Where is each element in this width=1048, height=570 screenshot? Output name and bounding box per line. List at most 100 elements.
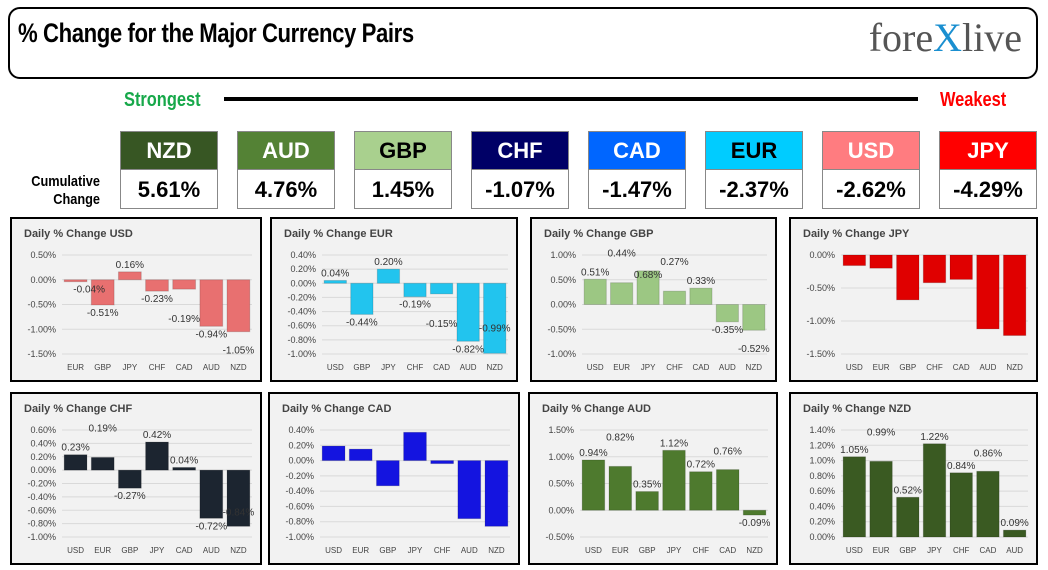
bar-usd bbox=[583, 278, 607, 306]
y-tick-label: -0.50% bbox=[27, 300, 56, 310]
x-tick-label: CAD bbox=[719, 546, 736, 555]
y-tick-label: 0.20% bbox=[809, 517, 835, 527]
bar-jpy bbox=[403, 431, 427, 462]
x-tick-label: USD bbox=[585, 546, 602, 555]
y-tick-label: 0.00% bbox=[550, 300, 576, 310]
y-tick-label: 0.60% bbox=[30, 425, 56, 435]
y-tick-label: -0.80% bbox=[27, 519, 56, 529]
strength-scale-line bbox=[224, 97, 918, 101]
y-tick-label: 0.20% bbox=[290, 264, 316, 274]
data-label: -0.09% bbox=[739, 518, 771, 529]
data-label: -0.35% bbox=[712, 325, 744, 336]
data-label: -1.05% bbox=[223, 346, 255, 357]
x-tick-label: NZD bbox=[486, 363, 503, 372]
x-tick-label: GBP bbox=[899, 363, 916, 372]
x-tick-label: EUR bbox=[352, 546, 369, 555]
bar-eur bbox=[90, 456, 115, 471]
x-tick-label: EUR bbox=[94, 546, 111, 555]
y-tick-label: 0.40% bbox=[30, 438, 56, 448]
data-label: -0.19% bbox=[399, 300, 431, 311]
x-tick-label: CHF bbox=[666, 363, 683, 372]
x-tick-label: AUD bbox=[461, 546, 478, 555]
bar-chf bbox=[145, 279, 169, 292]
y-tick-label: 0.50% bbox=[548, 479, 574, 489]
bar-usd bbox=[63, 454, 88, 471]
bar-cad bbox=[715, 469, 740, 511]
bar-eur bbox=[869, 460, 893, 538]
bar-usd bbox=[842, 254, 867, 267]
y-tick-label: -1.50% bbox=[806, 349, 835, 359]
x-tick-label: JPY bbox=[381, 363, 396, 372]
x-tick-label: CAD bbox=[692, 363, 709, 372]
bar-chf bbox=[922, 254, 947, 284]
data-label: 0.19% bbox=[89, 423, 117, 434]
x-tick-label: EUR bbox=[612, 546, 629, 555]
bar-chf bbox=[430, 460, 455, 465]
x-tick-label: EUR bbox=[613, 363, 630, 372]
y-tick-label: -0.20% bbox=[285, 471, 314, 481]
bar-aud bbox=[976, 254, 1000, 330]
currency-box-eur: EUR -2.37% bbox=[705, 131, 803, 209]
data-label: -0.51% bbox=[87, 308, 119, 319]
y-tick-label: 0.00% bbox=[30, 465, 56, 475]
bar-nzd bbox=[226, 279, 251, 333]
bar-cad bbox=[976, 470, 1000, 538]
cumulative-value: 5.61% bbox=[137, 177, 201, 202]
currency-box-aud: AUD 4.76% bbox=[237, 131, 335, 209]
chart-title: Daily % Change AUD bbox=[542, 403, 651, 415]
data-label: -0.04% bbox=[73, 285, 105, 296]
header-box bbox=[8, 7, 1038, 79]
cumulative-label-line2: Change bbox=[53, 191, 100, 208]
bar-nzd bbox=[484, 460, 509, 527]
x-tick-label: CAD bbox=[176, 546, 193, 555]
bar-gbp bbox=[635, 491, 659, 511]
x-tick-label: USD bbox=[846, 546, 863, 555]
y-tick-label: -1.00% bbox=[285, 532, 314, 542]
chart-jpy: Daily % Change JPY 0.00% -0.50% -1.00% -1.50… bbox=[789, 217, 1038, 382]
x-tick-label: GBP bbox=[121, 546, 138, 555]
x-tick-label: CHF bbox=[693, 546, 710, 555]
chart-title: Daily % Change USD bbox=[24, 228, 133, 240]
bar-usd bbox=[842, 456, 867, 538]
bar-gbp bbox=[896, 496, 920, 538]
currency-box-jpy: JPY -4.29% bbox=[939, 131, 1037, 209]
x-tick-label: JPY bbox=[123, 363, 138, 372]
y-tick-label: 0.00% bbox=[548, 505, 574, 515]
page-title: % Change for the Major Currency Pairs bbox=[18, 18, 414, 48]
chart-title: Daily % Change CHF bbox=[24, 403, 132, 415]
data-label: 0.99% bbox=[867, 427, 895, 438]
chart-usd: Daily % Change USD 0.50% 0.00% -0.50% -1.00%… bbox=[10, 217, 262, 382]
y-tick-label: 0.50% bbox=[550, 275, 576, 285]
y-tick-label: 0.40% bbox=[290, 250, 316, 260]
currency-code: CHF bbox=[472, 132, 568, 170]
bar-eur bbox=[348, 448, 373, 462]
data-label: -0.99% bbox=[479, 323, 511, 334]
bar-usd bbox=[321, 445, 346, 462]
x-tick-label: CAD bbox=[176, 363, 193, 372]
data-label: 0.72% bbox=[687, 460, 715, 471]
y-tick-label: -0.50% bbox=[806, 283, 835, 293]
data-label: -0.94% bbox=[195, 329, 227, 340]
bar-gbp bbox=[350, 282, 374, 315]
chart-gbp: Daily % Change GBP 1.00% 0.50% 0.00% -0.50% -… bbox=[530, 217, 777, 382]
y-tick-label: 0.40% bbox=[809, 501, 835, 511]
bar-chf bbox=[662, 290, 687, 306]
data-label: -0.19% bbox=[168, 314, 200, 325]
y-tick-label: -0.60% bbox=[285, 501, 314, 511]
data-label: 0.86% bbox=[974, 448, 1002, 459]
bar-jpy bbox=[922, 443, 947, 538]
y-tick-label: -0.40% bbox=[287, 307, 316, 317]
cumulative-label-line1: Cumulative bbox=[31, 173, 101, 190]
x-tick-label: GBP bbox=[94, 363, 111, 372]
y-tick-label: 1.00% bbox=[550, 250, 576, 260]
data-label: -0.84% bbox=[223, 507, 255, 518]
data-label: 0.94% bbox=[579, 448, 607, 459]
weakest-label: Weakest bbox=[940, 89, 1007, 111]
bar-gbp bbox=[90, 279, 115, 306]
y-tick-label: 1.20% bbox=[809, 440, 835, 450]
x-tick-label: NZD bbox=[230, 546, 247, 555]
data-label: 0.33% bbox=[687, 276, 715, 287]
y-tick-label: 0.40% bbox=[288, 425, 314, 435]
bar-chf bbox=[689, 471, 713, 511]
chart-title: Daily % Change EUR bbox=[284, 228, 393, 240]
